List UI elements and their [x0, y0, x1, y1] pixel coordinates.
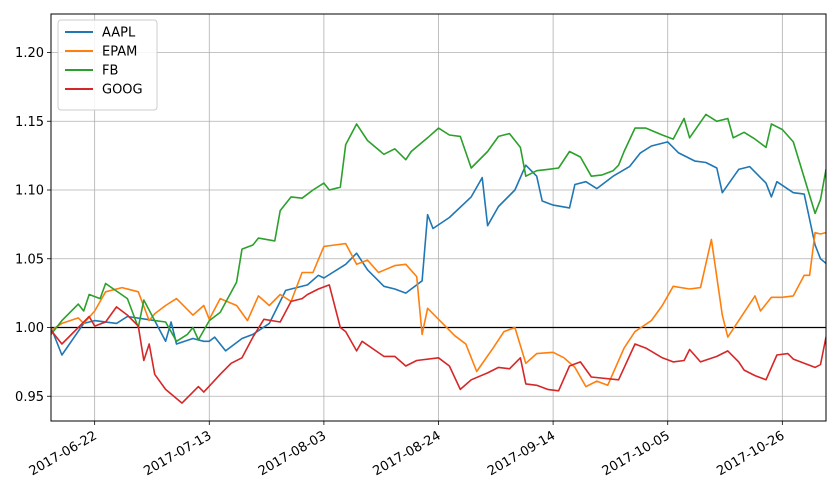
- y-tick-label: 1.05: [15, 252, 44, 267]
- legend-label-aapl: AAPL: [102, 26, 136, 41]
- legend: AAPL EPAM FB GOOG: [57, 19, 158, 111]
- series-line-fb: [51, 113, 826, 343]
- series-lines: [51, 113, 826, 404]
- series-line-epam: [51, 231, 826, 388]
- y-tick-label: 1.15: [15, 115, 44, 130]
- y-tick-label: 1.00: [15, 321, 44, 336]
- grid: [51, 14, 826, 421]
- y-axis: 0.95 1.00 1.05 1.10 1.15 1.20: [15, 46, 51, 405]
- legend-box: [57, 19, 158, 111]
- legend-label-fb: FB: [102, 64, 118, 79]
- legend-label-epam: EPAM: [102, 45, 137, 60]
- series-line-aapl: [51, 141, 826, 356]
- series-line-goog: [51, 284, 826, 404]
- y-tick-label: 0.95: [15, 390, 44, 405]
- y-tick-label: 1.20: [15, 46, 44, 61]
- legend-label-goog: GOOG: [102, 83, 143, 98]
- y-tick-label: 1.10: [15, 184, 44, 199]
